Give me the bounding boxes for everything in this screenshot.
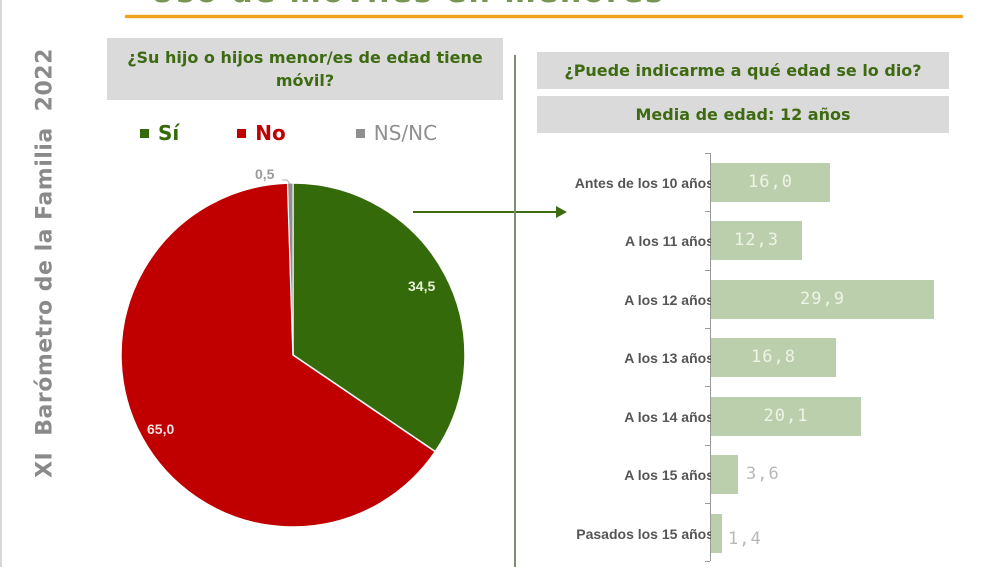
pie-chart-svg [120, 179, 466, 528]
link-arrow-line [413, 211, 558, 213]
bar-value-label: 1,4 [728, 529, 762, 549]
legend-item-si: Sí [140, 121, 179, 145]
legend-swatch-no [237, 128, 247, 138]
frame-edge [0, 0, 2, 567]
bar [711, 338, 836, 377]
pie-label-no: 65,0 [147, 421, 175, 437]
pie-chart: 34,5 65,0 0,5 [120, 166, 466, 528]
bar-category-label: Pasados los 15 años [576, 526, 714, 542]
title-underline-rule [125, 15, 963, 18]
pie-slice-no [120, 182, 437, 528]
pie-slice-nsnc [287, 182, 294, 356]
bar-value-label: 16,0 [748, 172, 793, 192]
axis-tick [705, 503, 710, 504]
bar-chart-axis [710, 153, 711, 561]
bar-value-label: 16,8 [751, 347, 796, 367]
bar-category-label: A los 14 años [624, 409, 714, 425]
legend-label-no: No [255, 121, 286, 145]
bar-category-label: A los 15 años [624, 467, 714, 483]
bar-question-text: ¿Puede indicarme a qué edad se lo dio? [564, 61, 922, 80]
pie-question-header: ¿Su hijo o hijos menor/es de edad tiene … [107, 38, 503, 100]
legend-item-nsnc: NS/NC [355, 121, 438, 145]
pie-label-si: 34,5 [408, 278, 436, 294]
bar-row: A los 12 años 29,9 [520, 280, 1000, 320]
bar-category-label: Antes de los 10 años [574, 175, 714, 191]
page-title-clipped: Uso de móviles en menores [150, 0, 850, 8]
bar-value-label: 12,3 [734, 230, 779, 250]
pie-label-nsnc: 0,5 [255, 166, 275, 182]
bar-row: A los 13 años 16,8 [520, 338, 1000, 378]
arrow-right-icon [556, 206, 567, 218]
bar [711, 280, 934, 319]
mean-age-header: Media de edad: 12 años [537, 96, 949, 133]
pie-question-text: ¿Su hijo o hijos menor/es de edad tiene … [127, 48, 483, 90]
legend-label-nsnc: NS/NC [373, 121, 438, 145]
legend-label-si: Sí [158, 121, 180, 145]
bar [711, 163, 830, 202]
pie-slice-si [292, 182, 466, 453]
axis-tick [705, 445, 710, 446]
bar [711, 514, 722, 553]
bar-category-label: A los 11 años [625, 233, 714, 249]
axis-tick [705, 270, 710, 271]
axis-tick [705, 328, 710, 329]
bar-value-label: 20,1 [763, 406, 809, 426]
pie-legend: Sí No NS/NC [140, 121, 495, 145]
bar-row: A los 14 años 20,1 [520, 397, 1000, 437]
bar-value-label: 3,6 [746, 464, 780, 484]
bar [711, 221, 802, 260]
bar-row: A los 11 años 12,3 [520, 221, 1000, 261]
panel-divider [514, 55, 516, 567]
bar [711, 455, 738, 494]
bar [711, 397, 861, 436]
legend-item-no: No [237, 121, 286, 145]
bar-row: Pasados los 15 años 1,4 [520, 514, 1000, 554]
axis-tick [705, 211, 710, 212]
bar-row: Antes de los 10 años 16,0 [520, 163, 1000, 203]
bar-category-label: A los 12 años [624, 292, 714, 308]
mean-age-text: Media de edad: 12 años [635, 105, 851, 124]
axis-tick [705, 153, 710, 154]
legend-swatch-si [140, 128, 149, 138]
axis-tick [705, 561, 710, 562]
axis-tick [705, 386, 710, 387]
bar-category-label: A los 13 años [624, 350, 714, 366]
bar-value-label: 29,9 [800, 289, 845, 309]
page-title: Uso de móviles en menores [150, 0, 850, 8]
bar-row: A los 15 años 3,6 [520, 455, 1000, 495]
legend-swatch-nsnc [355, 128, 365, 138]
nsnc-leader-line [282, 179, 291, 185]
bar-question-header: ¿Puede indicarme a qué edad se lo dio? [537, 52, 949, 89]
